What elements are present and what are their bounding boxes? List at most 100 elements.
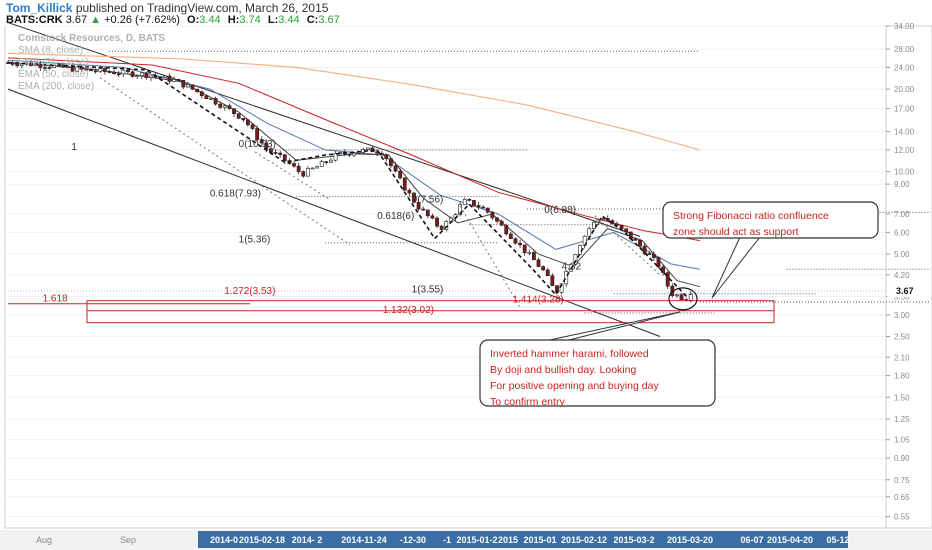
candle-up	[315, 166, 319, 169]
candle-up	[333, 152, 338, 161]
x-tick-label: 2014- 2	[292, 535, 323, 545]
candle-down	[416, 201, 421, 210]
legend-item: EMA (50, close)	[18, 69, 89, 80]
high-value: 3.74	[239, 14, 261, 26]
candle-up	[19, 63, 24, 67]
candle-up	[573, 254, 578, 265]
y-tick-label: 4.20	[894, 271, 910, 280]
x-tick-label: 2015-01-2	[456, 535, 497, 545]
candle-up	[365, 147, 370, 150]
candle-up	[121, 69, 126, 75]
candle-down	[264, 142, 269, 150]
channel-lower-line	[7, 88, 661, 337]
legend-item: SMA (8, close)	[18, 45, 83, 56]
fib-label: 0.618(6)	[377, 211, 414, 222]
candle-down	[638, 240, 642, 247]
candle-down	[282, 154, 287, 161]
candle-down	[518, 242, 522, 246]
candle-up	[527, 252, 532, 254]
y-tick-label: 14.00	[894, 128, 915, 137]
hammer-harami-callout[interactable]	[479, 339, 716, 407]
channel-upper-line	[7, 22, 641, 237]
fib-support-callout[interactable]	[662, 201, 879, 239]
y-tick-label: 10.00	[894, 168, 915, 177]
candle-down	[227, 105, 232, 109]
candle-down	[439, 225, 444, 230]
candle-up	[52, 65, 57, 68]
candle-up	[675, 294, 679, 297]
x-tick-label: 2015-02-12	[561, 535, 607, 545]
y-tick-label: 0.65	[894, 493, 910, 502]
candle-down	[412, 192, 416, 203]
candle-down	[481, 206, 486, 209]
candle-down	[476, 205, 481, 208]
change: +0.26 (+7.62%)	[104, 14, 180, 26]
candle-down	[255, 128, 260, 140]
candle-down	[38, 63, 43, 68]
candle-down	[84, 68, 89, 71]
plot-area[interactable]	[4, 25, 887, 529]
candle-up	[162, 75, 167, 78]
candle-down	[550, 275, 555, 287]
last-price-label: 3.67	[896, 286, 914, 296]
symbol: BATS:CRK	[6, 14, 63, 26]
high-label: H:	[227, 14, 240, 26]
fib-label: 1	[71, 142, 77, 153]
up-arrow-icon: ▲	[90, 14, 102, 26]
fib-label: 1.272(3.53)	[224, 286, 275, 297]
candle-down	[541, 266, 546, 271]
candle-down	[236, 113, 241, 119]
candle-down	[278, 152, 283, 155]
candle-down	[508, 233, 513, 239]
fib-support-callout-pointer	[711, 236, 761, 299]
hammer-harami-callout-pointer	[544, 311, 681, 342]
candle-down	[624, 228, 629, 233]
y-tick-label: 3.50	[894, 292, 910, 301]
y-tick-label: 6.00	[894, 228, 910, 237]
open-label: O:	[187, 14, 200, 26]
y-tick-label: 5.00	[894, 250, 910, 259]
candle-down	[190, 84, 195, 90]
chart-header: Tom_Killick published on TradingView.com…	[0, 0, 932, 27]
candle-down	[89, 68, 93, 72]
x-tick-label: 2015-03-20	[667, 535, 713, 545]
y-tick-label: 12.00	[894, 146, 915, 155]
candle-down	[407, 189, 412, 194]
fib-label: 0(6.88)	[544, 205, 576, 216]
fib-support-callout-text: Strong Fibonacci ratio confluence	[673, 210, 829, 222]
sma8-line	[7, 62, 701, 288]
hammer-harami-callout-text: Inverted hammer harami, followed	[490, 348, 649, 360]
y-tick-label: 7.00	[894, 210, 910, 219]
author-link[interactable]: Tom_Killick	[6, 1, 73, 15]
candle-down	[393, 165, 398, 172]
candle-down	[430, 215, 435, 219]
candle-down	[398, 170, 403, 179]
y-tick-label: 20.00	[894, 85, 915, 94]
hammer-harami-callout-text: By doji and bullish day. Looking	[490, 364, 636, 376]
candle-down	[301, 171, 306, 177]
candle-up	[305, 168, 310, 177]
hammer-harami-callout-text: To confirm entry	[490, 396, 565, 408]
fib-label: 1(5.36)	[239, 235, 271, 246]
close-label: C:	[306, 14, 319, 26]
x-tick-label: 2015-02-18	[239, 535, 285, 545]
candle-up	[33, 63, 38, 67]
candle-up	[186, 84, 190, 88]
candle-up	[209, 98, 213, 100]
candle-up	[329, 159, 333, 163]
y-tick-label: 3.00	[894, 311, 910, 320]
y-tick-label: 0.90	[894, 454, 910, 463]
abcd-pattern-line	[7, 61, 690, 300]
candle-up	[319, 161, 324, 168]
candle-down	[15, 64, 20, 67]
candle-down	[421, 208, 426, 211]
x-tick-label: Sep	[120, 535, 136, 545]
x-tick-label: -1	[443, 535, 451, 545]
candle-down	[384, 154, 389, 160]
fib-label: 1.414(3.28)	[513, 294, 564, 305]
candle-down	[402, 177, 407, 191]
candle-up	[559, 283, 564, 293]
y-tick-label: 2.50	[894, 333, 910, 342]
price-axis[interactable]	[885, 25, 932, 529]
